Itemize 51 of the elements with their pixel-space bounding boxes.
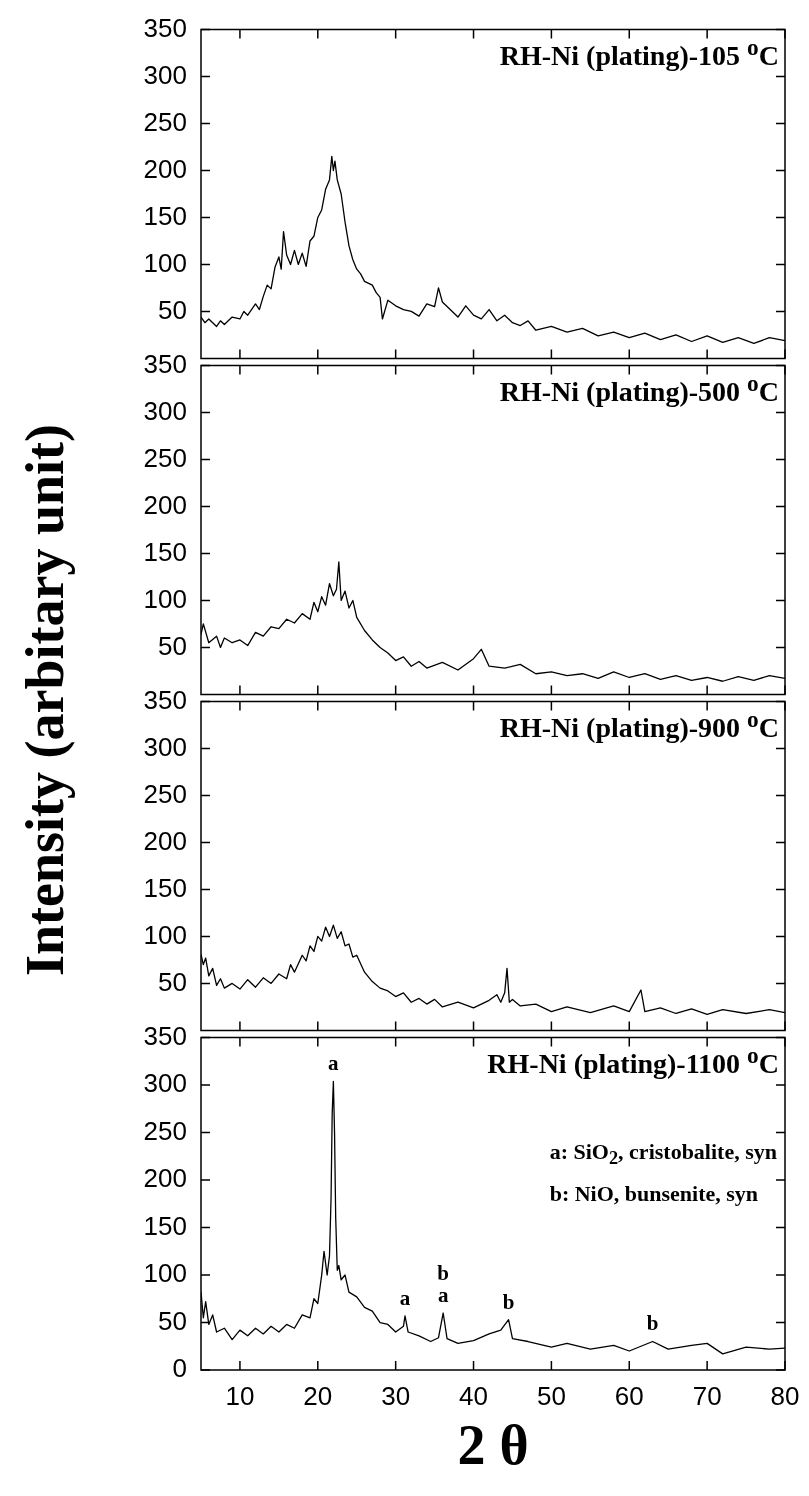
y-tick-label: 150	[143, 1210, 187, 1241]
x-tick-label: 60	[614, 1380, 644, 1411]
annotation: a	[328, 1051, 340, 1076]
x-tick-label: 20	[303, 1380, 333, 1411]
y-tick-label: 50	[158, 1305, 187, 1336]
y-tick-label: 250	[143, 442, 187, 473]
y-tick-label: 100	[143, 583, 187, 614]
annotation: b	[502, 1289, 515, 1314]
chart-title: RH-Ni (plating)-1100 $^{o}$C	[487, 1042, 779, 1081]
annotation: a	[437, 1282, 449, 1307]
y-tick-label: 100	[143, 919, 187, 950]
y-tick-label: 250	[143, 106, 187, 137]
y-tick-label: 0	[172, 1353, 187, 1384]
y-tick-label: 150	[143, 872, 187, 903]
y-tick-label: 100	[143, 247, 187, 278]
y-tick-label: 100	[143, 1258, 187, 1289]
y-tick-label: 50	[158, 966, 187, 997]
chart-title: RH-Ni (plating)-900 $^{o}$C	[499, 706, 779, 745]
x-tick-label: 30	[381, 1380, 411, 1411]
chart-title: RH-Ni (plating)-105 $^{o}$C	[499, 34, 779, 73]
y-tick-label: 300	[143, 395, 187, 426]
y-tick-label: 300	[143, 731, 187, 762]
y-axis-title: Intensity (arbitary unit)	[14, 424, 76, 976]
x-tick-label: 80	[770, 1380, 800, 1411]
x-tick-label: 10	[225, 1380, 255, 1411]
y-tick-label: 150	[143, 536, 187, 567]
y-tick-label: 50	[158, 294, 187, 325]
annotation: a	[399, 1285, 411, 1310]
x-tick-label: 70	[692, 1380, 722, 1411]
y-tick-label: 50	[158, 630, 187, 661]
y-tick-label: 350	[143, 684, 187, 715]
y-tick-label: 350	[143, 348, 187, 379]
y-tick-label: 200	[143, 153, 187, 184]
y-tick-label: 250	[143, 778, 187, 809]
y-tick-label: 200	[143, 825, 187, 856]
y-tick-label: 350	[143, 1020, 187, 1051]
y-tick-label: 200	[143, 1163, 187, 1194]
y-tick-label: 350	[143, 12, 187, 43]
annotation: a: SiO$_{2}$, cristobalite, syn	[549, 1139, 777, 1169]
x-tick-label: 40	[459, 1380, 488, 1411]
y-tick-label: 200	[143, 489, 187, 520]
x-axis-title: 2 θ	[457, 1413, 529, 1477]
y-tick-label: 300	[143, 1068, 187, 1099]
annotation: b	[437, 1260, 450, 1285]
x-tick-label: 50	[536, 1380, 566, 1411]
y-tick-label: 150	[143, 200, 187, 231]
y-tick-label: 250	[143, 1115, 187, 1146]
y-tick-label: 300	[143, 59, 187, 90]
annotation: b	[646, 1311, 659, 1336]
annotation: b: NiO, bunsenite, syn	[549, 1181, 759, 1207]
chart-title: RH-Ni (plating)-500 $^{o}$C	[499, 370, 779, 409]
